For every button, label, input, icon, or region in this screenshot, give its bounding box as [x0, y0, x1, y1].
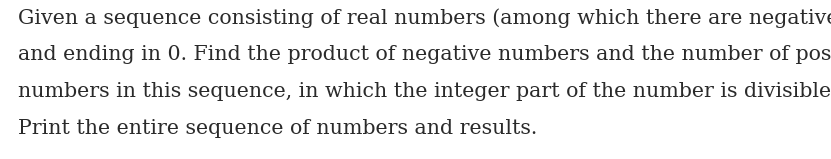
- Text: numbers in this sequence, in which the integer part of the number is divisible b: numbers in this sequence, in which the i…: [18, 82, 831, 101]
- Text: and ending in 0. Find the product of negative numbers and the number of positive: and ending in 0. Find the product of neg…: [18, 45, 831, 64]
- Text: Given a sequence consisting of real numbers (among which there are negative ones: Given a sequence consisting of real numb…: [18, 8, 831, 28]
- Text: Print the entire sequence of numbers and results.: Print the entire sequence of numbers and…: [18, 119, 538, 138]
